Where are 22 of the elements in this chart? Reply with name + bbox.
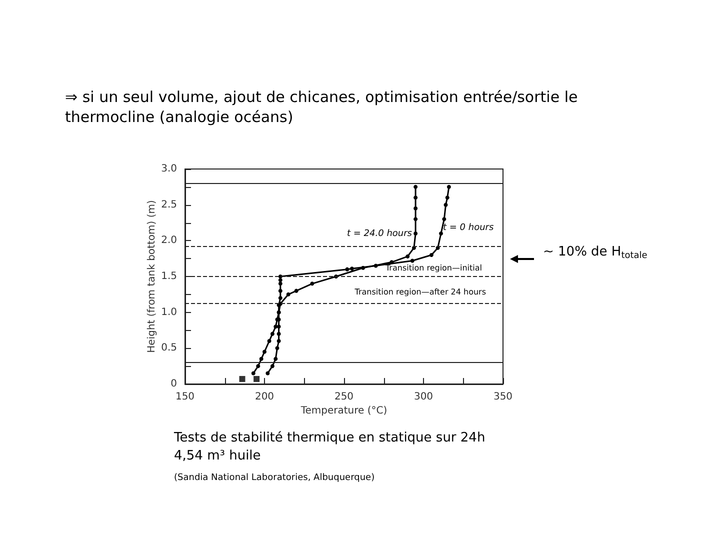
x-axis-title: Temperature (°C) (300, 406, 388, 416)
y-tick-label: 2.5 (161, 199, 177, 210)
text: 4,54 m³ huile (174, 448, 261, 464)
chart-title: ⇒ si un seul volume, ajout de chicanes, optimisation entrée/sortie le thermocline (analogie océans) (65, 88, 582, 126)
x-tick-label: 350 (493, 392, 513, 402)
annotation: Transition region—after 24 hours (354, 288, 486, 296)
y-tick-label: 0.5 (161, 342, 177, 354)
x-tick-label: 200 (254, 392, 274, 402)
x-tick-label: 150 (175, 392, 195, 402)
annotation: Transition region—initial (384, 264, 482, 272)
y-tick-label: 1.5 (161, 271, 177, 282)
annotation: t = 24.0 hours (347, 229, 412, 239)
annotation: t = 0 hours (443, 223, 494, 233)
y-tick-label: 1.0 (161, 306, 177, 318)
y-tick-label: 3.0 (161, 164, 177, 174)
x-tick-label: 250 (334, 392, 354, 402)
y-tick-label: 0 (170, 378, 177, 390)
y-tick-label: 2.0 (161, 235, 177, 246)
x-tick-label: 300 (414, 392, 434, 402)
text: Tests de stabilité thermique en statique sur 24h (173, 430, 486, 446)
text: (Sandia National Laboratories, Albuquerque) (174, 473, 375, 483)
y-axis-title: Height (from tank bottom) (m) (146, 200, 158, 353)
